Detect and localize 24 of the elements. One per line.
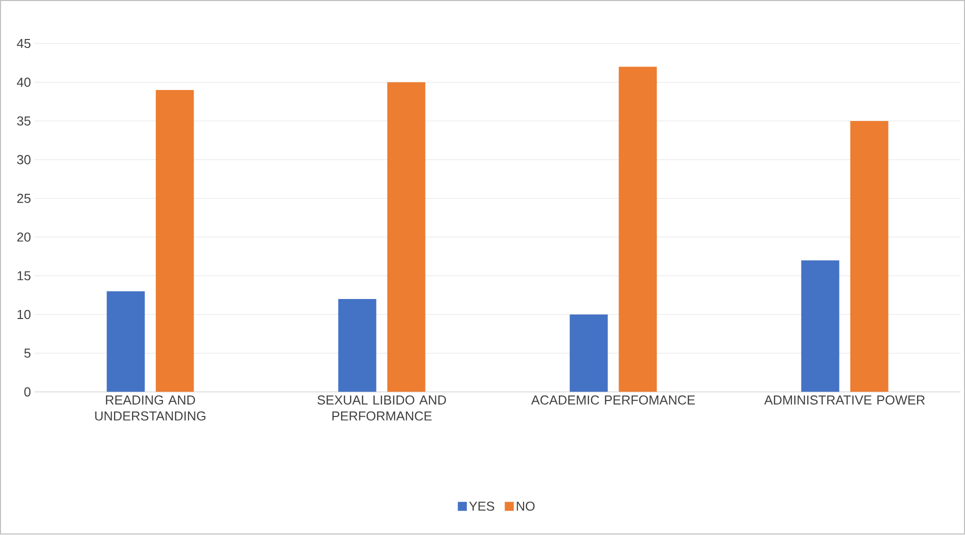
x-tick-label: READING AND UNDERSTANDING <box>95 396 206 421</box>
y-tick-label: 20 <box>17 232 31 242</box>
bar <box>156 90 194 392</box>
bar <box>618 66 657 392</box>
x-tick-label: ACADEMIC PERFOMANCE <box>531 396 695 405</box>
y-tick-label: 0 <box>24 388 31 397</box>
y-tick-label: 10 <box>18 310 31 320</box>
y-tick-label: 5 <box>24 348 30 358</box>
y-tick-label: 25 <box>17 194 30 204</box>
y-tick-label: 35 <box>17 116 30 126</box>
bar <box>338 299 376 392</box>
bar <box>850 121 888 392</box>
legend-label: NO <box>516 502 535 511</box>
y-tick-label: 15 <box>18 271 30 281</box>
x-tick-label: ADMINISTRATIVE POWER <box>764 396 925 405</box>
legend-label: YES <box>469 502 494 511</box>
y-tick-label: 40 <box>16 78 31 88</box>
bar <box>570 314 608 392</box>
bar <box>106 291 145 392</box>
x-tick-label: SEXUAL LIBIDO AND PERFORMANCE <box>318 396 446 421</box>
y-tick-label: 45 <box>16 39 30 48</box>
bar <box>387 82 426 392</box>
y-tick-label: 30 <box>17 155 31 164</box>
bar <box>801 260 840 392</box>
